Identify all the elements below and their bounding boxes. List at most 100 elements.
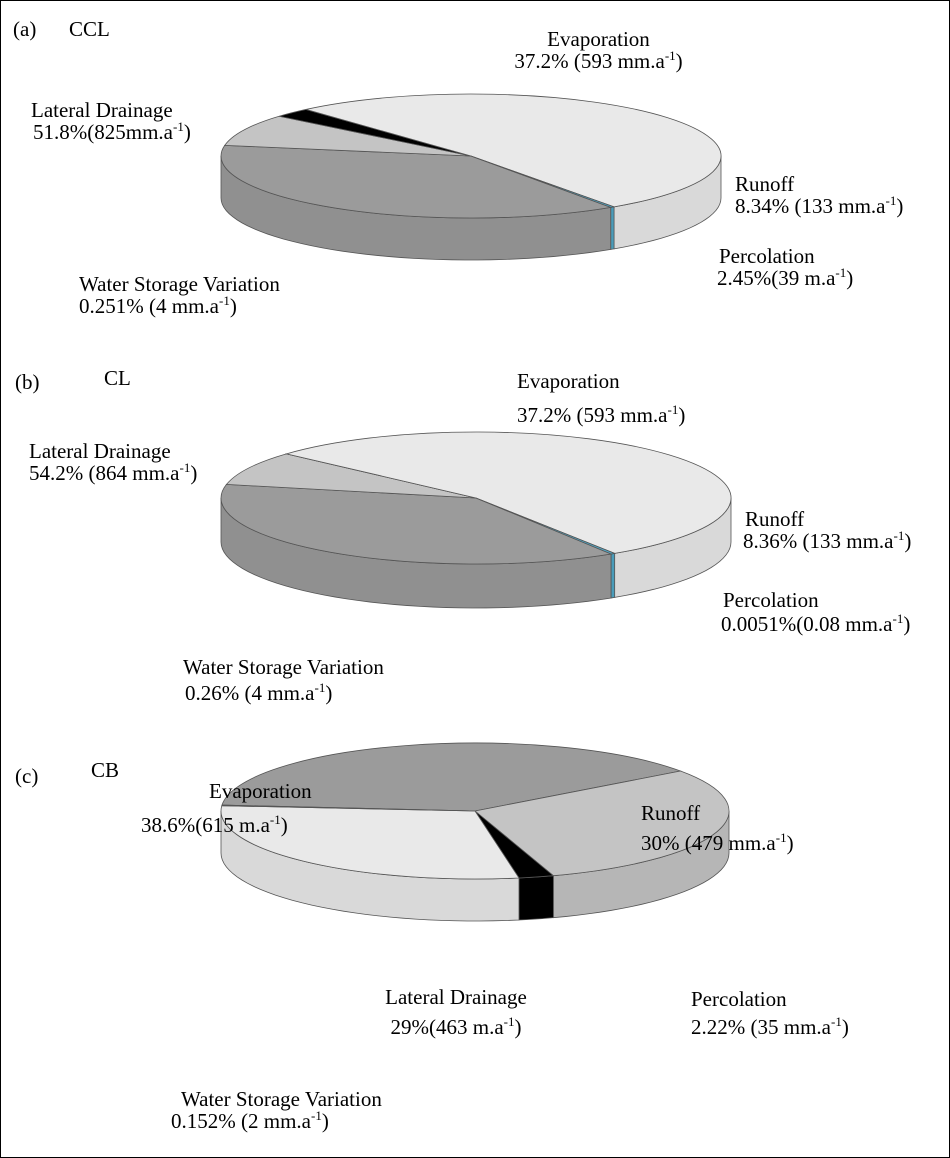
pie-top bbox=[220, 431, 732, 565]
label-lateral-drainage: Lateral Drainage 51.8%(825mm.a-1) bbox=[31, 99, 191, 143]
slice-water-storage-variation bbox=[470, 155, 616, 208]
slice-runoff bbox=[474, 770, 730, 877]
unit-close: ) bbox=[678, 403, 686, 427]
unit-exponent: -1 bbox=[830, 1014, 842, 1029]
label-name: Runoff bbox=[735, 172, 795, 196]
unit-close: ) bbox=[896, 194, 904, 218]
unit-close: ) bbox=[325, 681, 333, 705]
unit-exponent: -1 bbox=[892, 611, 904, 626]
side-water-storage-variation bbox=[610, 206, 615, 250]
unit-close: ) bbox=[280, 813, 288, 837]
slice-water-storage-variation bbox=[475, 497, 617, 555]
side-water-storage-variation bbox=[610, 552, 616, 599]
pie-top bbox=[220, 742, 730, 880]
slice-lateral-drainage bbox=[284, 431, 732, 554]
label-name: Percolation bbox=[691, 987, 787, 1011]
unit-exponent: -1 bbox=[218, 293, 230, 308]
slice-runoff bbox=[223, 115, 472, 157]
slice-runoff bbox=[225, 453, 477, 499]
label-value: 0.26% (4 mm.a bbox=[185, 681, 315, 705]
unit-exponent: -1 bbox=[893, 528, 905, 543]
label-name: Lateral Drainage bbox=[29, 439, 171, 463]
pie-chart-a bbox=[220, 93, 722, 261]
label-name: Lateral Drainage bbox=[385, 985, 527, 1009]
pie-chart-b bbox=[220, 431, 732, 609]
label-value: 54.2% (864 mm.a bbox=[29, 461, 180, 485]
chart-title: CL bbox=[104, 366, 131, 390]
label-percolation: Percolation 0.0051%(0.08 mm.a-1) bbox=[721, 589, 910, 635]
unit-exponent: -1 bbox=[179, 460, 191, 475]
unit-close: ) bbox=[841, 1015, 849, 1039]
panel-b: (b) CL Lateral Drainage 54.2% (864 mm.a-… bbox=[1, 346, 949, 731]
unit-exponent: -1 bbox=[835, 265, 847, 280]
label-water-storage-variation: Water Storage Variation 0.251% (4 mm.a-1… bbox=[79, 273, 280, 317]
label-name: Runoff bbox=[641, 801, 701, 825]
chart-title: CCL bbox=[69, 17, 110, 41]
label-evaporation: Evaporation 37.2% (593 mm.a-1) bbox=[481, 28, 716, 72]
label-runoff: Runoff 30% (479 mm.a-1) bbox=[641, 802, 794, 854]
unit-close: ) bbox=[190, 461, 198, 485]
label-name: Percolation bbox=[723, 588, 819, 612]
label-evaporation: Evaporation 38.6%(615 m.a-1) bbox=[141, 780, 312, 836]
label-name: Lateral Drainage bbox=[31, 98, 173, 122]
unit-exponent: -1 bbox=[885, 193, 897, 208]
label-value: 2.22% (35 mm.a bbox=[691, 1015, 831, 1039]
label-evaporation: Evaporation 37.2% (593 mm.a-1) bbox=[517, 370, 685, 426]
label-value: 29%(463 m.a bbox=[390, 1015, 504, 1039]
unit-close: ) bbox=[183, 120, 191, 144]
label-value: 30% (479 mm.a bbox=[641, 831, 776, 855]
slice-evaporation bbox=[220, 144, 613, 219]
pie-top bbox=[220, 93, 722, 219]
unit-exponent: -1 bbox=[314, 680, 326, 695]
unit-close: ) bbox=[904, 529, 912, 553]
panel-letter: (b) bbox=[15, 370, 40, 394]
label-value: 37.2% (593 mm.a bbox=[517, 403, 668, 427]
label-name: Water Storage Variation bbox=[181, 1087, 382, 1111]
label-value: 8.36% (133 mm.a bbox=[743, 529, 894, 553]
unit-exponent: -1 bbox=[664, 48, 676, 63]
unit-exponent: -1 bbox=[667, 402, 679, 417]
pie-chart-c bbox=[220, 742, 730, 922]
label-value: 8.34% (133 mm.a bbox=[735, 194, 886, 218]
unit-exponent: -1 bbox=[269, 812, 281, 827]
unit-close: ) bbox=[675, 49, 683, 73]
label-percolation: Percolation 2.22% (35 mm.a-1) bbox=[691, 988, 849, 1038]
slice-lateral-drainage bbox=[220, 805, 520, 880]
label-name: Water Storage Variation bbox=[79, 272, 280, 296]
slice-lateral-drainage bbox=[305, 93, 722, 208]
label-value: 51.8%(825mm.a bbox=[33, 120, 173, 144]
label-value: 0.0051%(0.08 mm.a bbox=[721, 612, 893, 636]
label-name: Evaporation bbox=[517, 369, 620, 393]
unit-exponent: -1 bbox=[775, 830, 787, 845]
label-value: 37.2% (593 mm.a bbox=[514, 49, 665, 73]
label-runoff: Runoff 8.36% (133 mm.a-1) bbox=[743, 508, 911, 552]
label-value: 0.152% (2 mm.a bbox=[171, 1109, 311, 1133]
unit-exponent: -1 bbox=[503, 1014, 515, 1029]
side-percolation bbox=[518, 875, 554, 921]
label-name: Runoff bbox=[745, 507, 805, 531]
unit-close: ) bbox=[321, 1109, 329, 1133]
unit-close: ) bbox=[514, 1015, 522, 1039]
label-name: Evaporation bbox=[547, 27, 650, 51]
slice-evaporation bbox=[221, 742, 682, 812]
label-water-storage-variation: Water Storage Variation 0.152% (2 mm.a-1… bbox=[171, 1088, 382, 1132]
label-lateral-drainage: Lateral Drainage 54.2% (864 mm.a-1) bbox=[29, 440, 197, 484]
panel-letter: (c) bbox=[15, 764, 39, 788]
slice-water-storage-variation bbox=[221, 804, 476, 812]
panel-letter: (a) bbox=[13, 17, 37, 41]
label-percolation: Percolation 2.45%(39 m.a-1) bbox=[717, 245, 853, 289]
panel-c: (c) CB Evaporation 38.6%(615 m.a-1) Runo… bbox=[1, 736, 949, 1157]
label-value: 0.251% (4 mm.a bbox=[79, 294, 219, 318]
unit-exponent: -1 bbox=[310, 1108, 322, 1123]
label-runoff: Runoff 8.34% (133 mm.a-1) bbox=[735, 173, 903, 217]
unit-exponent: -1 bbox=[172, 119, 184, 134]
panel-a: (a) CCL Lateral Drainage 51.8%(825mm.a-1… bbox=[1, 1, 949, 341]
label-value: 2.45%(39 m.a bbox=[717, 266, 836, 290]
unit-close: ) bbox=[903, 612, 911, 636]
unit-close: ) bbox=[229, 294, 237, 318]
label-water-storage-variation: Water Storage Variation 0.26% (4 mm.a-1) bbox=[183, 656, 384, 704]
slice-evaporation bbox=[220, 483, 613, 565]
label-name: Evaporation bbox=[209, 779, 312, 803]
unit-close: ) bbox=[846, 266, 854, 290]
